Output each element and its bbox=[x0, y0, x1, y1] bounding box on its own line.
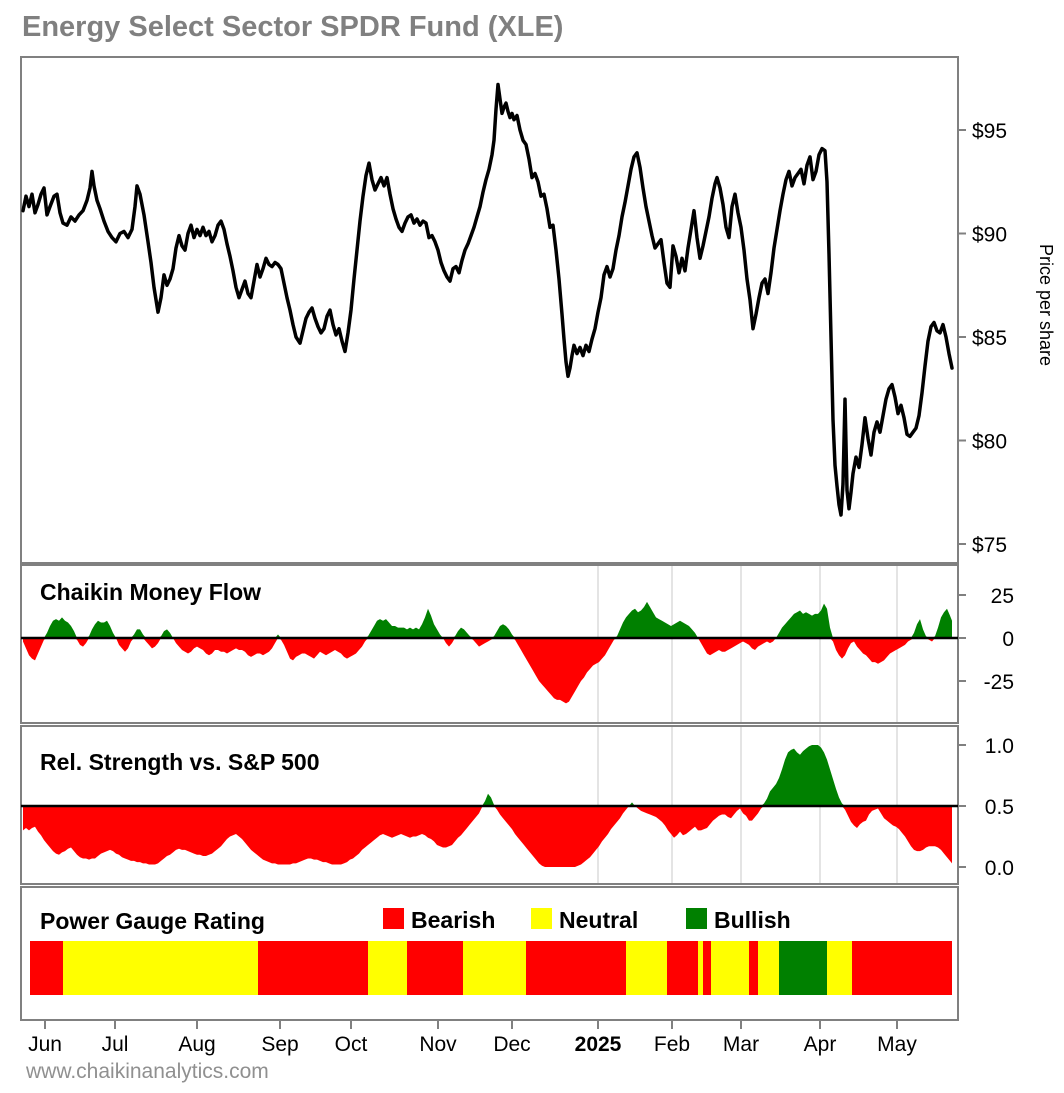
month-label-apr: Apr bbox=[804, 1033, 837, 1056]
price-axis-label: Price per share bbox=[1036, 244, 1056, 366]
cmf-tick-label: 25 bbox=[991, 585, 1014, 608]
bullish-legend-label: Bullish bbox=[714, 907, 791, 933]
pg-segment-bearish bbox=[258, 941, 368, 995]
month-label-feb: Feb bbox=[654, 1033, 690, 1056]
rs-panel-title: Rel. Strength vs. S&P 500 bbox=[40, 749, 320, 775]
cmf-panel-title: Chaikin Money Flow bbox=[40, 579, 261, 605]
cmf-negative-area bbox=[23, 638, 952, 704]
month-label-dec: Dec bbox=[493, 1033, 530, 1056]
month-label-jun: Jun bbox=[28, 1033, 62, 1056]
pg-segment-bullish bbox=[779, 941, 827, 995]
month-label-oct: Oct bbox=[335, 1033, 368, 1056]
cmf-tick-label: 0 bbox=[1002, 628, 1014, 651]
price-tick-label: $85 bbox=[972, 327, 1007, 350]
pg-segment-neutral bbox=[626, 941, 667, 995]
month-label-sep: Sep bbox=[261, 1033, 298, 1056]
month-label-2025: 2025 bbox=[575, 1033, 622, 1056]
pg-segment-bearish bbox=[852, 941, 952, 995]
pg-segment-neutral bbox=[827, 941, 852, 995]
bearish-legend-swatch bbox=[383, 908, 404, 929]
pg-segment-neutral bbox=[368, 941, 407, 995]
pg-segment-bearish bbox=[526, 941, 626, 995]
month-label-mar: Mar bbox=[723, 1033, 759, 1056]
price-tick-label: $75 bbox=[972, 534, 1007, 557]
month-label-aug: Aug bbox=[178, 1033, 215, 1056]
cmf-tick-label: -25 bbox=[984, 671, 1014, 694]
rs-tick-label: 0.5 bbox=[985, 796, 1014, 819]
price-tick-label: $95 bbox=[972, 120, 1007, 143]
pg-segment-bearish bbox=[703, 941, 711, 995]
price-tick-label: $90 bbox=[972, 224, 1007, 247]
price-panel bbox=[20, 56, 959, 564]
bullish-legend-swatch bbox=[686, 908, 707, 929]
month-label-nov: Nov bbox=[419, 1033, 457, 1056]
rs-tick-label: 0.0 bbox=[985, 857, 1014, 880]
neutral-legend-swatch bbox=[531, 908, 552, 929]
pg-segment-neutral bbox=[698, 941, 703, 995]
rs-below-area bbox=[23, 806, 952, 867]
neutral-legend-label: Neutral bbox=[559, 907, 638, 933]
chart-graphics: $95 $90 $85 $80 $75 25 0 -25 1.0 0.5 0.0 Jun Jul Aug S… bbox=[20, 56, 1014, 1056]
pg-segment-neutral bbox=[711, 941, 749, 995]
price-tick-label: $80 bbox=[972, 431, 1007, 454]
pg-segment-bearish bbox=[30, 941, 63, 995]
pg-segment-bearish bbox=[667, 941, 698, 995]
month-label-jul: Jul bbox=[102, 1033, 129, 1056]
page-title: Energy Select Sector SPDR Fund (XLE) bbox=[22, 11, 563, 43]
bearish-legend-label: Bearish bbox=[411, 907, 495, 933]
rs-tick-label: 1.0 bbox=[985, 735, 1014, 758]
pg-segment-bearish bbox=[407, 941, 463, 995]
footer-link: www.chaikinanalytics.com bbox=[25, 1060, 269, 1083]
month-label-may: May bbox=[877, 1033, 917, 1056]
price-line bbox=[21, 82, 954, 517]
pg-segment-neutral bbox=[63, 941, 258, 995]
pg-panel-title: Power Gauge Rating bbox=[40, 908, 265, 934]
pg-segment-bearish bbox=[749, 941, 758, 995]
pg-segment-neutral bbox=[758, 941, 779, 995]
pg-legend: Bearish Neutral Bullish bbox=[383, 907, 791, 933]
pg-segment-neutral bbox=[463, 941, 526, 995]
